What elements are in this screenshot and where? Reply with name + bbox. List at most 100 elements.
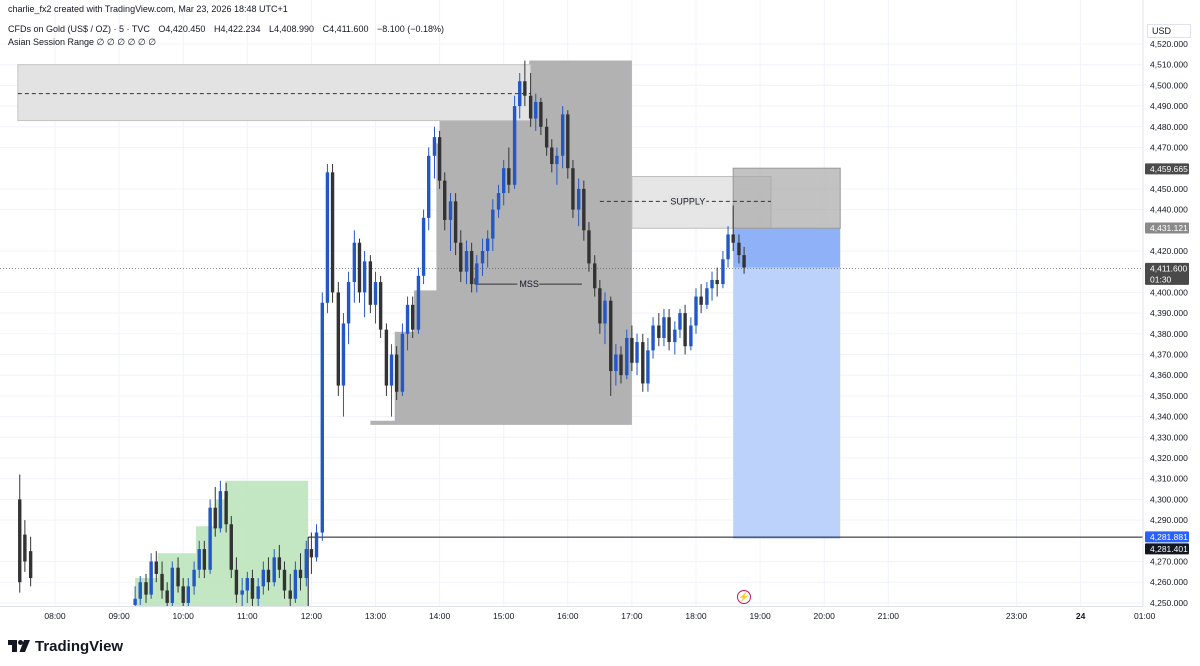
candle-body <box>496 193 501 210</box>
candle-bearish <box>229 515 233 579</box>
ohlc-high: H4,422.234 <box>213 24 261 34</box>
candle-bearish <box>357 238 362 303</box>
candle-body <box>528 95 533 119</box>
time-tick-label: 10:00 <box>173 611 195 621</box>
candle-body <box>23 534 27 562</box>
candle-bearish <box>384 323 389 396</box>
price-axis[interactable]: 4,520.000 4,510.000 4,500.000 4,490.000 4,48… <box>1150 39 1188 608</box>
candle-body <box>683 313 687 347</box>
candle-body <box>443 180 447 220</box>
price-tick-label: 4,320.000 <box>1150 453 1188 463</box>
time-tick-label: 14:00 <box>429 611 451 621</box>
price-tick-label: 4,420.000 <box>1150 246 1188 256</box>
candle-body <box>352 242 357 283</box>
candle-body <box>603 300 607 324</box>
candle-bullish <box>405 296 410 351</box>
candle-bullish <box>534 93 538 131</box>
candle-bearish <box>23 520 27 572</box>
candle-body <box>587 230 591 264</box>
candle-bullish <box>416 267 421 334</box>
time-tick-label: 18:00 <box>685 611 707 621</box>
candle-bearish <box>277 544 282 579</box>
candle-body <box>154 561 158 574</box>
candle-bullish <box>555 147 559 185</box>
candle-bullish <box>710 271 714 301</box>
symbol-name[interactable]: CFDs on Gold (US$ / OZ) · 5 · TVC <box>8 24 150 34</box>
candle-body <box>491 209 495 239</box>
candle-bullish <box>400 323 405 396</box>
candle-bearish <box>539 97 543 136</box>
candle-body <box>475 263 479 285</box>
candle-bullish <box>726 226 730 268</box>
candle-bearish <box>181 578 185 606</box>
candle-body <box>165 590 169 603</box>
candle-body <box>160 573 164 591</box>
candle-bearish <box>598 279 602 334</box>
candle-body <box>149 561 153 595</box>
candle-body <box>357 242 362 293</box>
candle-body <box>277 557 282 570</box>
target-zone <box>733 267 841 539</box>
candle-body <box>362 261 367 293</box>
candle-body <box>341 323 346 386</box>
price-tick-label: 4,440.000 <box>1150 205 1188 215</box>
candle-body <box>737 242 741 256</box>
indicator-legend[interactable]: Asian Session Range ∅ ∅ ∅ ∅ ∅ ∅ <box>8 37 157 47</box>
candle-body <box>400 333 405 392</box>
candle-body <box>651 325 655 351</box>
candle-bullish <box>362 251 367 318</box>
tradingview-logo: TradingView <box>8 637 123 655</box>
candle-body <box>18 499 22 583</box>
lightning-icon[interactable]: ⚡ <box>737 590 751 604</box>
candle-body <box>539 101 543 127</box>
candle-bearish <box>368 255 373 314</box>
candle-body <box>192 569 196 587</box>
time-tick-label: 15:00 <box>493 611 515 621</box>
candle-body <box>138 582 142 599</box>
candle-body <box>229 524 233 570</box>
candle-body <box>218 491 223 529</box>
candle-bullish <box>576 178 581 227</box>
candle-bearish <box>657 313 661 347</box>
candle-body <box>314 532 319 558</box>
candle-body <box>593 263 597 289</box>
price-tick-label: 4,480.000 <box>1150 122 1188 132</box>
candle-bullish <box>421 209 426 285</box>
candle-bearish <box>234 557 239 603</box>
price-axis-tag-label: 4,431.121 <box>1150 223 1188 233</box>
price-axis-tag <box>1145 222 1189 234</box>
tradingview-logo-icon <box>8 640 30 652</box>
currency-button[interactable]: USD <box>1147 24 1191 38</box>
supply-label: SUPPLY <box>670 196 705 206</box>
candle-body <box>176 567 180 587</box>
candle-bullish <box>512 95 517 189</box>
candle-body <box>534 101 538 119</box>
candle-bullish <box>480 238 485 276</box>
candle-body <box>518 81 522 107</box>
candle-bearish <box>630 325 634 372</box>
candle-body <box>330 172 335 293</box>
candle-body <box>635 342 639 363</box>
price-axis-tag-label: 4,281.401 <box>1150 544 1188 554</box>
price-tick-label: 4,250.000 <box>1150 598 1188 608</box>
candle-bullish <box>192 561 196 595</box>
candle-body <box>234 569 239 595</box>
candle-bearish <box>544 118 549 156</box>
candle-bullish <box>491 199 495 251</box>
candle-body <box>213 507 217 529</box>
candle-body <box>245 578 249 591</box>
candle-bullish <box>352 230 357 303</box>
candle-bullish <box>448 193 453 251</box>
candle-body <box>181 586 185 603</box>
candle-body <box>609 300 613 372</box>
candle-body <box>373 282 378 305</box>
candle-body <box>544 126 549 148</box>
candle-body <box>202 549 207 570</box>
candle-body <box>646 350 650 384</box>
time-axis[interactable]: 08:00 09:00 10:00 11:00 12:00 13:00 14:00 15:00… <box>44 611 1155 621</box>
candle-body <box>512 106 517 185</box>
candle-bullish <box>325 164 330 314</box>
candle-bearish <box>731 205 735 251</box>
candle-body <box>282 569 287 591</box>
